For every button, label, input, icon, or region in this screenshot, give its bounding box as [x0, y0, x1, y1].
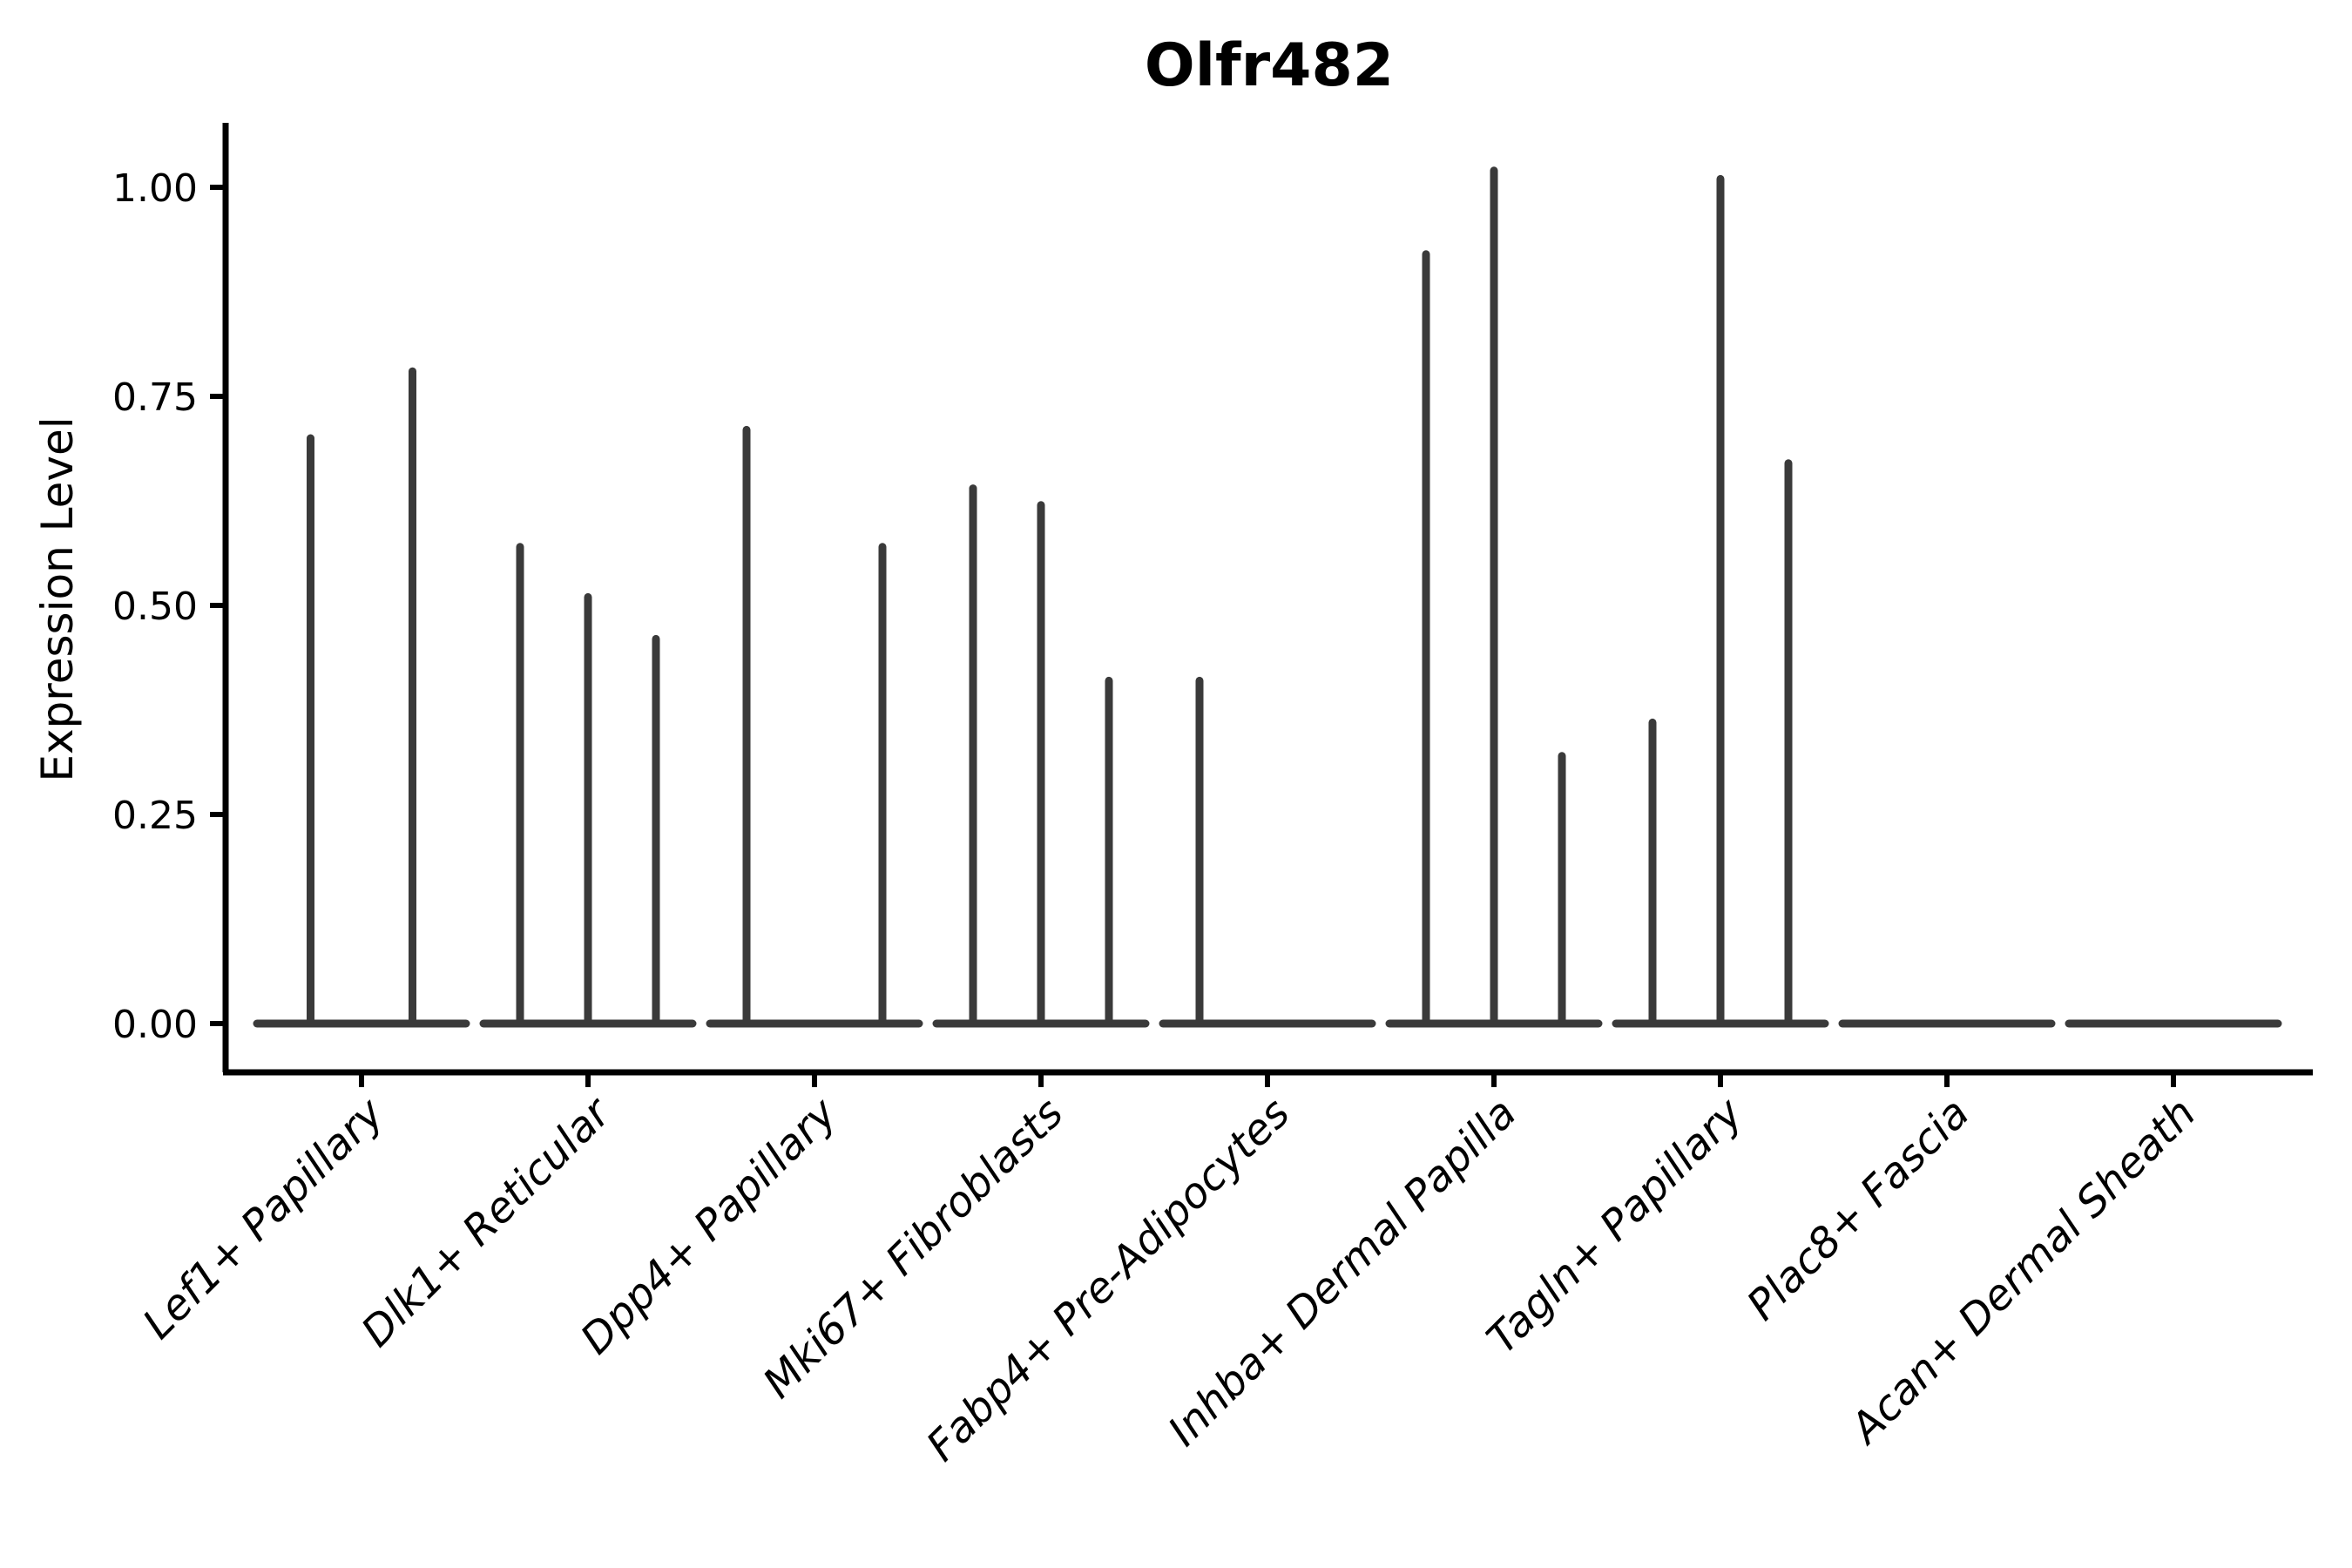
x-tick-label: Dlk1+ Reticular	[352, 1087, 622, 1357]
y-tick-label: 0.50	[112, 585, 198, 629]
x-tick-label: Plac8+ Fascia	[1738, 1089, 1979, 1330]
chart-title: Olfr482	[1144, 31, 1395, 100]
y-tick-label: 0.00	[112, 1003, 198, 1047]
y-tick-label: 1.00	[112, 166, 198, 211]
x-tick-label: Lef1+ Papillary	[133, 1088, 394, 1348]
x-tick-label: Fabp4+ Pre-Adipocytes	[917, 1089, 1300, 1471]
y-tick-label: 0.75	[112, 375, 198, 420]
y-tick-label: 0.25	[112, 794, 198, 838]
